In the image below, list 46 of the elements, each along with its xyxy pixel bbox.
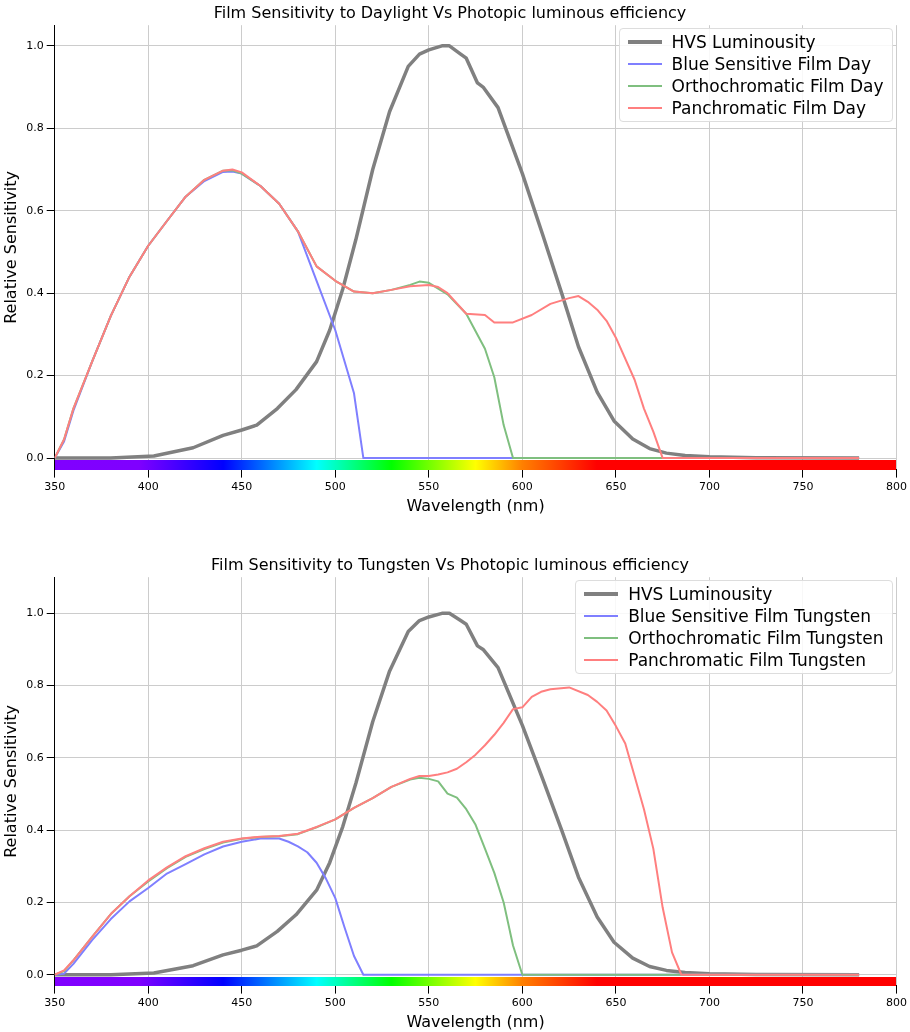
x-tick-label: 650 — [605, 996, 627, 1010]
x-tick-label: 350 — [44, 480, 66, 494]
y-tick-label: 0.8 — [26, 121, 44, 135]
y-tick-label: 0.2 — [26, 895, 44, 909]
x-tick-label: 500 — [324, 996, 346, 1010]
x-tick-label: 700 — [698, 996, 720, 1010]
x-tick-label: 450 — [231, 996, 253, 1010]
legend-label: Orthochromatic Film Day — [671, 75, 884, 98]
x-tick-label: 750 — [792, 480, 814, 494]
y-tick-label: 0.2 — [26, 368, 44, 382]
y-tick-label: 0.0 — [26, 967, 44, 981]
y-tick-label: 0.4 — [26, 286, 44, 300]
y-tick-label: 0.6 — [26, 203, 44, 217]
x-tick-label: 450 — [231, 480, 253, 494]
x-axis-title: Wavelength (nm) — [406, 495, 545, 515]
legend-label: HVS Luminousity — [628, 583, 773, 606]
x-tick-label: 600 — [511, 480, 533, 494]
legend-label: Panchromatic Film Day — [671, 97, 866, 120]
y-tick-label: 1.0 — [26, 606, 44, 620]
chart-title: Film Sensitivity to Tungsten Vs Photopic luminous efficiency — [211, 554, 689, 574]
chart-title: Film Sensitivity to Daylight Vs Photopic luminous efficiency — [213, 2, 687, 22]
x-tick-label: 500 — [324, 480, 346, 494]
legend-label: Blue Sensitive Film Tungsten — [628, 605, 871, 628]
y-tick-label: 0.8 — [26, 678, 44, 692]
x-tick-label: 600 — [511, 996, 533, 1010]
x-tick-label: 800 — [886, 996, 907, 1010]
x-tick-label: 400 — [137, 480, 159, 494]
x-tick-label: 650 — [605, 480, 627, 494]
y-axis-title: Relative Sensitivity — [0, 170, 20, 324]
y-tick-label: 1.0 — [26, 38, 44, 52]
x-tick-label: 550 — [418, 480, 440, 494]
legend-label: Blue Sensitive Film Day — [671, 53, 871, 76]
legend-label: HVS Luminousity — [671, 31, 816, 54]
legend-label: Orthochromatic Film Tungsten — [628, 627, 884, 650]
x-tick-label: 550 — [418, 996, 440, 1010]
x-axis-title: Wavelength (nm) — [406, 1011, 545, 1031]
x-tick-label: 400 — [137, 996, 159, 1010]
y-axis-title: Relative Sensitivity — [0, 704, 20, 858]
x-tick-label: 750 — [792, 996, 814, 1010]
y-tick-label: 0.0 — [26, 450, 44, 464]
legend-label: Panchromatic Film Tungsten — [628, 649, 866, 672]
y-tick-label: 0.4 — [26, 823, 44, 837]
x-tick-label: 800 — [886, 480, 907, 494]
y-tick-label: 0.6 — [26, 750, 44, 764]
x-tick-label: 350 — [44, 996, 66, 1010]
x-tick-label: 700 — [698, 480, 720, 494]
